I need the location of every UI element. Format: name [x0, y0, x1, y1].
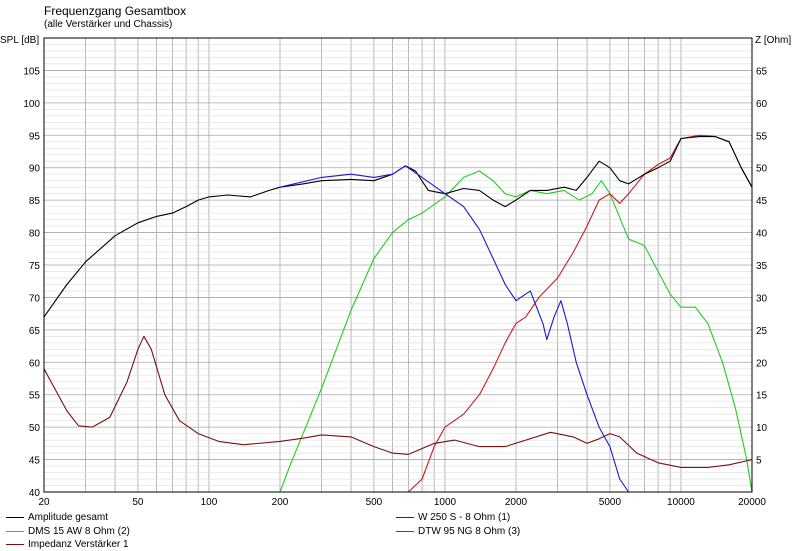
y-right-tick-label: 40: [756, 229, 768, 240]
y-right-tick-label: 35: [756, 261, 768, 272]
y-left-tick-label: 85: [29, 196, 41, 207]
legend-swatch: [6, 517, 24, 518]
y-right-tick-label: 10: [756, 423, 768, 434]
x-tick-label: 20: [38, 497, 50, 508]
legend-label: DMS 15 AW 8 Ohm (2): [28, 526, 130, 537]
x-tick-label: 10000: [667, 497, 695, 508]
chart-title: Frequenzgang Gesamtbox: [44, 4, 187, 18]
y-left-tick-label: 60: [29, 358, 41, 369]
legend-swatch: [396, 531, 414, 532]
y-right-tick-label: 30: [756, 293, 768, 304]
y-left-tick-label: 90: [29, 164, 41, 175]
y-left-tick-label: 95: [29, 131, 41, 142]
series-line-dms-15-aw-8-ohm-2: [44, 170, 753, 493]
x-tick-label: 1000: [434, 497, 457, 508]
y-left-tick-label: 105: [23, 66, 40, 77]
y-right-tick-label: 45: [756, 196, 768, 207]
y-right-tick-label: 15: [756, 391, 768, 402]
y-left-tick-label: 40: [29, 488, 41, 499]
legend-item-dms: DMS 15 AW 8 Ohm (2): [6, 526, 130, 537]
plot-frame: [43, 37, 753, 493]
y-left-tick-label: 65: [29, 326, 41, 337]
y-right-tick-label: 55: [756, 131, 768, 142]
y-right-tick-label: 50: [756, 164, 768, 175]
y-axis-right-label: Z [Ohm]: [755, 35, 792, 46]
legend-item-woofer: W 250 S - 8 Ohm (1): [396, 512, 510, 523]
y-left-tick-label: 70: [29, 293, 41, 304]
legend-item-impedance: Impedanz Verstärker 1: [6, 539, 129, 550]
y-right-tick-label: 20: [756, 358, 768, 369]
y-left-tick-label: 80: [29, 229, 41, 240]
x-tick-label: 200: [272, 497, 289, 508]
legend-label: DTW 95 NG 8 Ohm (3): [418, 526, 521, 537]
y-right-tick-label: 25: [756, 326, 768, 337]
legend-label: Impedanz Verstärker 1: [28, 539, 129, 550]
legend-label: W 250 S - 8 Ohm (1): [418, 512, 511, 523]
legend-item-amplitude: Amplitude gesamt: [6, 512, 108, 523]
axis-ticks: 20 50 100 200 500 1000 2000 5000 10000 20000 40 45 5…: [23, 66, 767, 508]
y-left-tick-label: 100: [23, 99, 40, 110]
y-right-tick-label: 65: [756, 66, 768, 77]
y-left-tick-label: 45: [29, 456, 41, 467]
y-right-tick-label: 5: [756, 456, 762, 467]
legend-swatch: [6, 531, 24, 532]
y-left-tick-label: 75: [29, 261, 41, 272]
x-tick-label: 20000: [738, 497, 766, 508]
x-tick-label: 100: [201, 497, 218, 508]
series-line-amplitude-gesamt: [43, 136, 753, 318]
legend-label: Amplitude gesamt: [28, 512, 109, 523]
x-tick-label: 50: [132, 497, 144, 508]
y-left-tick-label: 50: [29, 423, 41, 434]
grid-lines: [43, 37, 753, 493]
series-lines: [43, 134, 753, 493]
y-right-tick-label: 60: [756, 99, 768, 110]
y-left-tick-label: 55: [29, 391, 41, 402]
series-line-dtw-95-ng-8-ohm-3: [280, 134, 753, 493]
y-axis-left-label: SPL [dB]: [0, 35, 40, 46]
x-tick-label: 500: [366, 497, 383, 508]
x-tick-label: 2000: [505, 497, 528, 508]
x-tick-label: 5000: [599, 497, 622, 508]
series-line-impedanz-verst-rker-1: [43, 335, 753, 468]
series-line-w-250-s-8-ohm-1: [279, 165, 752, 493]
legend-swatch: [6, 544, 24, 545]
legend-swatch: [396, 517, 414, 518]
legend-item-tweeter: DTW 95 NG 8 Ohm (3): [396, 526, 520, 537]
chart-subtitle: (alle Verstärker und Chassis): [44, 19, 173, 30]
